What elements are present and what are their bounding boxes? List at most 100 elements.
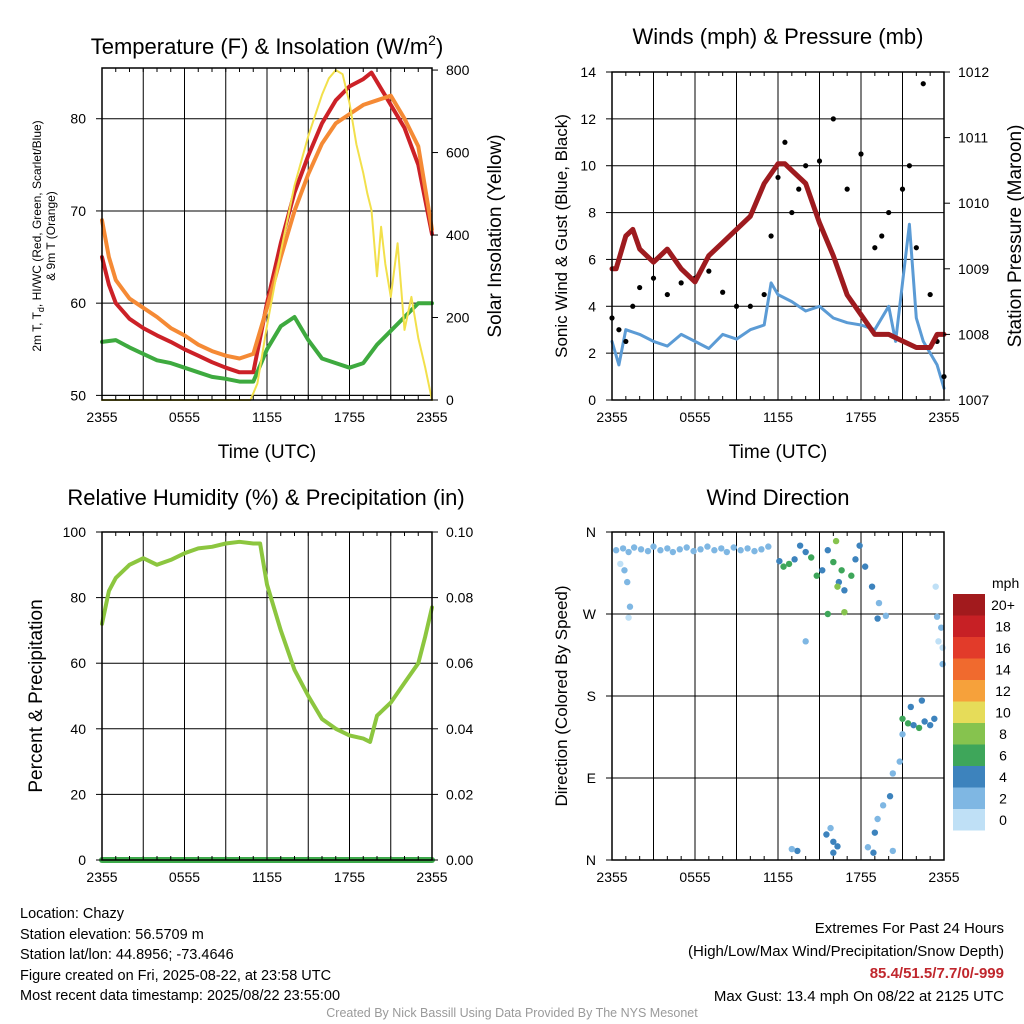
direction-point [932,583,939,590]
x-tick-label: 2355 [928,409,959,425]
y-tick-label: 6 [588,251,596,267]
created-text: Figure created on Fri, 2025-08-22, at 23… [20,967,332,984]
gust-point [678,280,684,286]
direction-point [630,544,638,551]
y-tick-label: N [586,852,596,868]
direction-point [874,815,881,823]
legend-label: 10 [995,705,1011,721]
legend-title: mph [992,575,1019,591]
legend-swatch [953,809,985,831]
y-tick-label: 2 [588,345,596,361]
y-tick-label: 80 [70,590,86,606]
legend-label: 8 [999,726,1007,742]
direction-point [834,583,841,590]
direction-point [931,715,938,722]
y-tick-label: 100 [63,524,87,540]
y2-tick-label: 0 [446,392,454,408]
direction-point [868,583,876,590]
gust-point [768,233,774,239]
direction-point [864,844,872,851]
direction-point [875,599,883,607]
direction-point [737,547,744,554]
direction-point [861,563,869,570]
gust-point [650,275,657,281]
direction-ylabel: Direction (Colored By Speed) [552,585,571,806]
direction-point [841,587,848,594]
series-line-maroon [609,161,947,350]
speed-legend: mph 20+ 18 16 14 12 10 8 6 4 2 0 [953,575,1019,831]
direction-point [889,770,897,777]
direction-point [838,567,845,574]
direction-point [882,612,890,620]
direction-point [758,546,765,553]
y-tick-label: 14 [580,64,596,80]
direction-point [791,556,798,563]
direction-title: Wind Direction [706,485,849,510]
legend-label: 12 [995,683,1011,699]
direction-point [625,548,632,556]
latlon-text: Station lat/lon: 44.8956; -73.4646 [20,947,234,963]
direction-point [933,613,941,620]
direction-point [802,638,809,645]
gust-point [803,163,809,169]
direction-point [744,545,751,552]
x-tick-label: 2355 [596,409,627,425]
gust-point [616,327,622,333]
legend-label: 6 [999,748,1007,764]
x-tick-label: 2355 [86,869,117,885]
direction-point [935,638,942,645]
winds-xlabel: Time (UTC) [729,442,828,463]
direction-point [704,543,711,550]
y2-tick-label: 0.10 [446,524,473,540]
legend-swatch [953,658,985,680]
direction-point [830,849,837,856]
x-tick-label: 2355 [86,409,117,425]
series-line-green [100,301,434,384]
x-tick-label: 0555 [679,409,710,425]
direction-point [824,547,831,554]
legend-swatch [953,680,985,702]
y2-tick-label: 0.06 [446,655,473,671]
y2-tick-label: 1009 [958,261,989,277]
direction-point [907,703,914,711]
y2-tick-label: 1010 [958,195,989,211]
direction-point [856,542,863,549]
legend-swatch [953,701,985,723]
x-tick-label: 1155 [763,869,793,885]
y2-tick-label: 0.00 [446,852,473,868]
temperature-y2label: Solar Insolation (Yellow) [485,134,506,337]
temperature-ylabel: 2m T, Td, HI/WC (Red, Green, Scarlet/Blu… [30,120,46,351]
elevation-text: Station elevation: 56.5709 m [20,926,204,943]
gust-point [858,151,864,157]
gust-point [872,245,878,251]
gust-point [906,163,913,169]
gust-point [796,186,802,192]
direction-point [802,548,809,556]
direction-point [874,615,881,622]
x-tick-label: 1755 [845,409,876,425]
y-tick-label: N [586,524,596,540]
y-tick-label: 70 [70,203,86,219]
direction-point [617,560,624,568]
humidity-title: Relative Humidity (%) & Precipitation (i… [67,485,464,510]
gust-point [927,291,933,298]
legend-label: 20+ [991,597,1015,613]
y-tick-label: 60 [70,295,86,311]
x-tick-label: 2355 [416,869,447,885]
direction-point [676,546,683,553]
legend-swatch [953,594,985,616]
y-tick-label: 80 [70,111,86,127]
x-tick-label: 1155 [252,869,282,885]
direction-point [926,721,934,729]
direction-point [657,547,664,554]
legend-swatch [953,637,985,659]
y-tick-label: 10 [580,158,596,174]
direction-point [870,849,877,856]
direction-point [830,558,837,566]
direction-point [879,802,887,809]
direction-point [889,847,897,855]
x-tick-label: 0555 [169,409,200,425]
legend-label: 14 [995,662,1011,678]
y2-tick-label: 800 [446,62,470,78]
